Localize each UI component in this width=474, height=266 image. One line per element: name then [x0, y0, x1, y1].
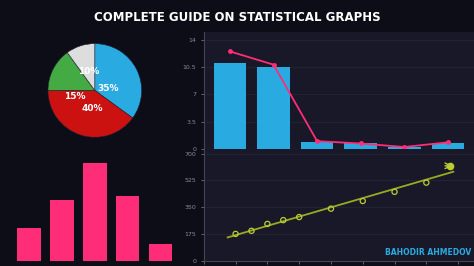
- Point: [232, 232, 239, 236]
- Point: [264, 222, 271, 226]
- Bar: [50, 200, 74, 261]
- Text: 40%: 40%: [82, 104, 103, 113]
- Bar: [149, 244, 172, 261]
- Wedge shape: [95, 44, 142, 118]
- Text: 35%: 35%: [97, 84, 118, 93]
- Point: [248, 229, 255, 233]
- Bar: [431, 143, 464, 149]
- Point: [359, 199, 366, 203]
- Wedge shape: [67, 44, 95, 90]
- Text: 10%: 10%: [79, 67, 100, 76]
- Bar: [18, 228, 41, 261]
- Wedge shape: [48, 53, 95, 90]
- Point: [280, 218, 287, 222]
- Point: [447, 164, 454, 168]
- Point: [391, 190, 398, 194]
- Wedge shape: [48, 90, 133, 137]
- Point: [422, 181, 430, 185]
- Bar: [257, 67, 290, 149]
- Bar: [301, 142, 334, 149]
- Bar: [388, 147, 420, 149]
- Bar: [83, 163, 107, 261]
- Point: [327, 206, 335, 211]
- Text: BAHODIR AHMEDOV: BAHODIR AHMEDOV: [385, 248, 471, 257]
- Text: 15%: 15%: [64, 92, 86, 101]
- Point: [295, 215, 303, 219]
- Text: COMPLETE GUIDE ON STATISTICAL GRAPHS: COMPLETE GUIDE ON STATISTICAL GRAPHS: [94, 11, 380, 24]
- Bar: [116, 196, 139, 261]
- Bar: [214, 63, 246, 149]
- Bar: [344, 143, 377, 149]
